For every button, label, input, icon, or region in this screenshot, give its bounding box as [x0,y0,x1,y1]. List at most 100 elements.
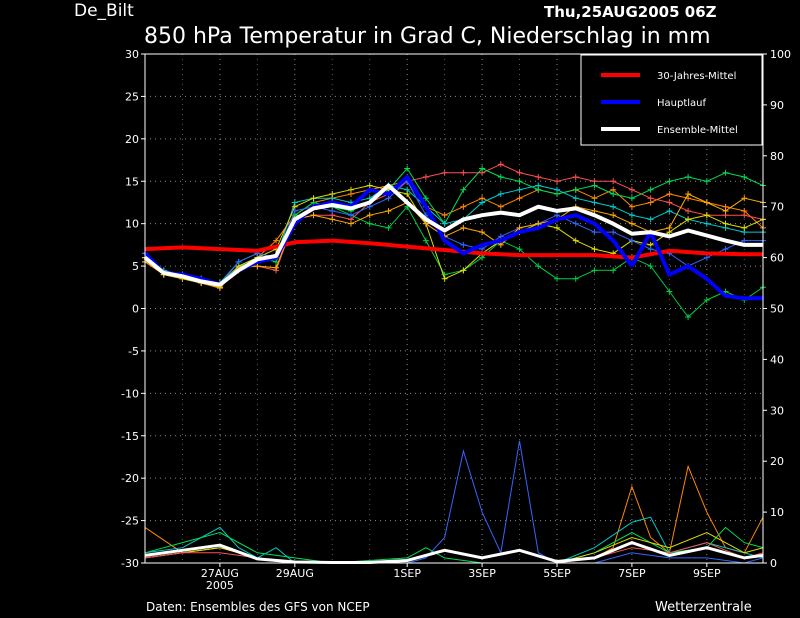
series-line-Hauptlauf-2 [630,230,763,301]
series-marker [460,186,467,193]
series-marker [460,203,467,210]
series-marker [441,169,448,176]
series-marker [516,195,523,202]
series-marker [404,165,411,172]
series-marker [441,220,448,227]
y-right-tick-label: 40 [770,353,784,366]
x-tick-label: 29AUG [276,567,314,580]
y-left-tick-label: 10 [125,218,139,231]
series-marker [666,288,673,295]
y-right-tick-label: 90 [770,99,784,112]
series-marker [422,174,429,181]
series-marker [703,212,710,219]
x-tick-label: 3SEP [468,567,496,580]
series-marker [703,199,710,206]
series-marker [422,237,429,244]
y-left-tick-label: -25 [121,515,139,528]
series-marker [479,246,486,253]
series-marker [460,267,467,274]
series-marker [572,195,579,202]
series-line-ens-green-2 [144,202,764,318]
series-marker [591,267,598,274]
series-marker [254,263,261,270]
series-marker [628,195,635,202]
series-marker [273,264,280,271]
series-marker [310,212,317,219]
series-marker [348,220,354,227]
series-marker [479,199,486,206]
series-marker [516,178,523,185]
series-marker [610,203,617,210]
site-credit: Wetterzentrale [655,600,752,615]
station-name: De_Bilt [74,1,134,21]
y-right-tick-label: 10 [770,506,784,519]
y-left-tick-label: 30 [125,48,139,61]
series-marker [741,224,748,231]
series-marker [366,220,373,227]
series-marker [666,178,673,185]
series-marker [685,207,692,214]
series-marker [329,216,336,223]
series-marker [685,190,692,197]
precip-line-prec-blue [144,440,764,564]
series-marker [572,186,579,193]
x-tick-label: 7SEP [618,567,646,580]
series-marker [385,224,392,231]
y-left-tick-label: 15 [125,175,139,188]
y-left-tick-label: 0 [132,303,139,316]
series-marker [554,224,560,231]
series-marker [666,199,673,206]
series-marker [722,207,729,214]
series-marker [273,237,280,244]
series-marker [722,220,729,227]
series-marker [591,182,598,189]
series-marker [291,207,298,214]
series-marker [572,220,579,227]
series-marker [460,241,467,248]
y-right-tick-label: 70 [770,201,784,214]
series-marker [535,220,542,227]
series-marker [591,229,598,236]
x-tick-sublabel: 2005 [206,579,234,592]
series-marker [610,229,617,236]
legend-label: Hauptlauf [657,98,706,109]
x-tick-label: 9SEP [693,567,721,580]
series-marker [685,174,692,181]
series-marker [497,190,504,197]
series-marker [441,212,448,219]
series-marker [666,207,673,214]
x-tick-label: 5SEP [543,567,571,580]
series-marker [741,195,748,202]
series-marker [479,229,486,236]
chart-title: 850 hPa Temperatur in Grad C, Niederschl… [144,24,711,49]
series-marker [703,297,710,304]
series-marker [722,246,729,253]
series-marker [535,182,542,189]
series-marker [610,267,617,274]
series-line-Ensemble-Mittel [143,183,763,287]
series-marker [235,258,242,265]
series-marker [385,195,392,202]
series-marker [666,190,673,197]
series-marker [497,233,504,240]
y-right-tick-label: 0 [770,557,777,570]
series-marker [329,190,336,197]
precip-line-prec-white [144,540,764,564]
series-marker [741,174,748,181]
series-marker [628,220,635,227]
series-marker [610,190,617,197]
series-marker [479,165,486,172]
series-marker [628,186,635,193]
precip-series [144,440,764,564]
y-left-tick-label: -5 [128,345,139,358]
series-marker [647,216,654,223]
y-right-tick-label: 20 [770,455,784,468]
series-marker [497,161,504,168]
y-left-tick-label: -20 [121,472,139,485]
series-marker [685,216,692,223]
series-marker [591,246,598,253]
series-marker [329,207,336,214]
x-tick-label: 27AUG [201,567,239,580]
series-marker [516,246,523,253]
